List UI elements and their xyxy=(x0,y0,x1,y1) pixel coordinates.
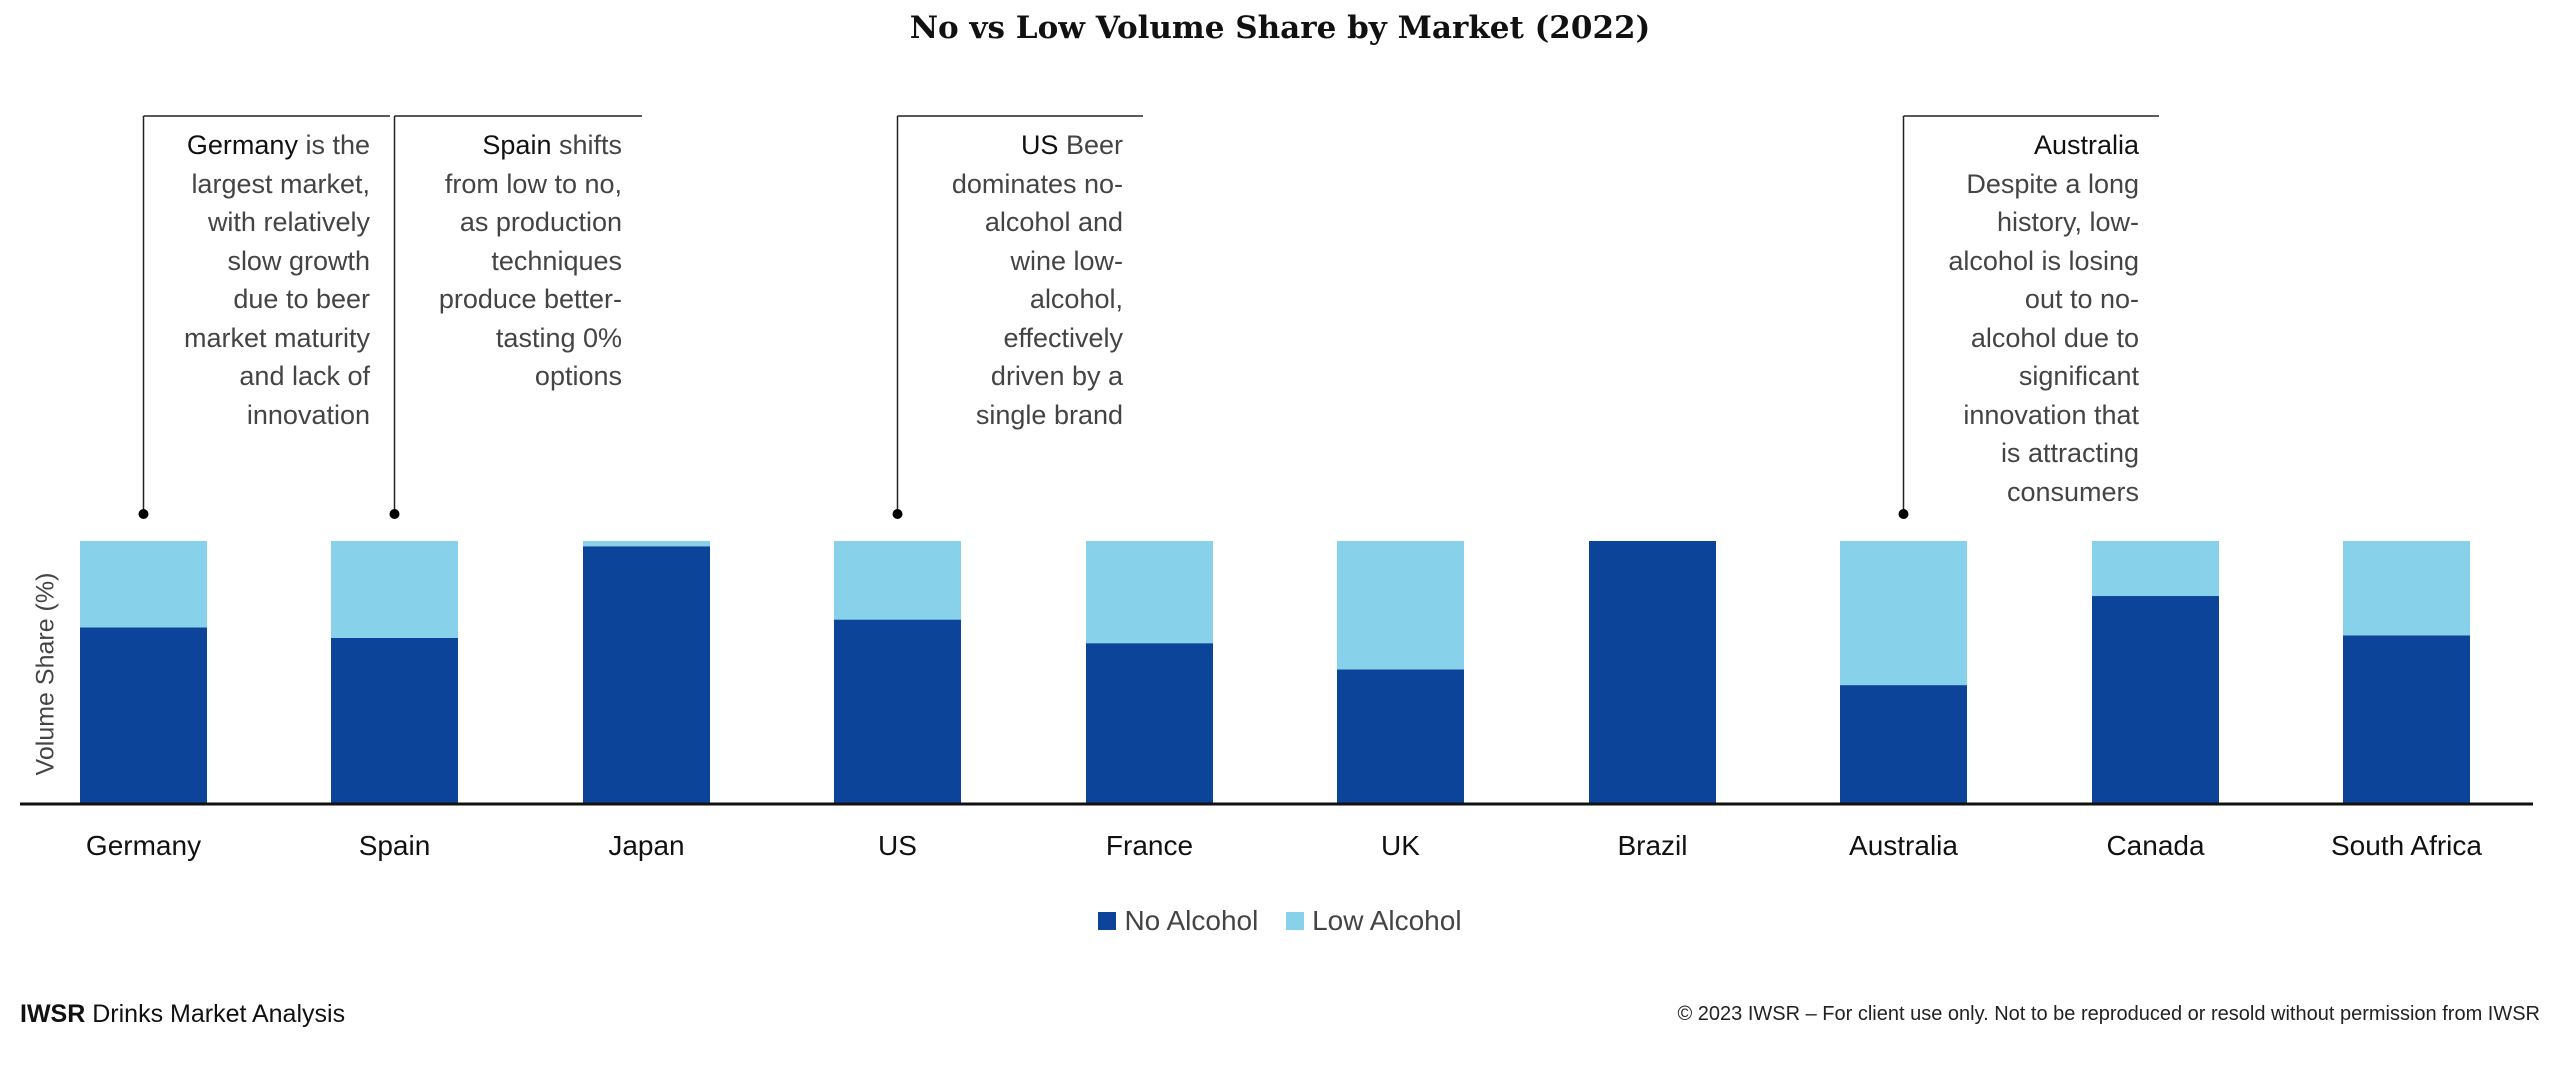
annotation-line: shifts xyxy=(551,130,622,160)
bar-no-alcohol-canada xyxy=(2092,596,2219,803)
bar-no-alcohol-spain xyxy=(331,637,458,803)
annotation-dot xyxy=(1898,509,1909,519)
bar-low-alcohol-uk xyxy=(1337,541,1464,670)
annotation-dot xyxy=(138,509,149,519)
annotation-line: and lack of xyxy=(239,361,370,391)
annotation-line: with relatively xyxy=(207,207,370,237)
x-tick-label: Germany xyxy=(86,830,201,861)
annotation-line: history, low- xyxy=(1996,207,2139,237)
annotation-line: as production xyxy=(459,207,622,237)
annotation-line: wine low- xyxy=(1010,245,1123,276)
bar-no-alcohol-france xyxy=(1086,643,1213,803)
x-tick-label: Brazil xyxy=(1617,830,1687,861)
annotation-line: single brand xyxy=(975,399,1123,430)
annotation-line: from low to no, xyxy=(444,168,622,199)
annotation-line: alcohol due to xyxy=(1970,322,2139,353)
annotation-line: is attracting xyxy=(2000,438,2139,468)
annotation-line: produce better- xyxy=(438,284,622,314)
chart-title: No vs Low Volume Share by Market (2022) xyxy=(909,10,1651,46)
bar-low-alcohol-australia xyxy=(1840,541,1967,686)
annotation-line: alcohol and xyxy=(984,207,1123,237)
legend-swatch-no-alcohol xyxy=(1098,912,1117,930)
annotation-title: Germany xyxy=(186,130,298,160)
bar-no-alcohol-australia xyxy=(1840,685,1967,803)
annotation-us: US Beer dominates no-alcohol and wine low-… xyxy=(906,126,1123,434)
legend: No Alcohol Low Alcohol xyxy=(0,905,2560,937)
annotation-line: out to no- xyxy=(2024,284,2139,314)
footer-brand: IWSR Drinks Market Analysis xyxy=(20,1000,345,1029)
annotation-line: Despite a long xyxy=(1966,168,2139,199)
x-tick-label: France xyxy=(1106,830,1193,861)
annotation-line: slow growth xyxy=(227,245,370,276)
annotation-line: market maturity xyxy=(183,322,370,353)
annotation-title: US xyxy=(1020,130,1059,160)
annotation-line: tasting 0% xyxy=(495,322,622,353)
bar-low-alcohol-canada xyxy=(2092,541,2219,597)
annotation-line: significant xyxy=(2018,361,2139,391)
bar-no-alcohol-south-africa xyxy=(2343,635,2470,803)
bar-low-alcohol-germany xyxy=(80,541,207,628)
bar-no-alcohol-japan xyxy=(583,546,710,803)
bar-low-alcohol-japan xyxy=(583,541,710,547)
annotation-line: innovation that xyxy=(1963,399,2139,430)
x-tick-label: Spain xyxy=(359,830,431,861)
bar-low-alcohol-spain xyxy=(331,541,458,638)
annotation-line: Beer xyxy=(1058,130,1123,160)
annotation-dot xyxy=(892,509,903,519)
annotation-line: is the xyxy=(297,130,370,160)
annotation-line: largest market, xyxy=(191,168,370,199)
brand-name: IWSR xyxy=(20,1000,86,1028)
annotation-line: innovation xyxy=(246,399,370,430)
bar-no-alcohol-brazil xyxy=(1589,541,1716,803)
annotation-line: techniques xyxy=(491,245,622,276)
bar-no-alcohol-germany xyxy=(80,627,207,803)
annotation-line: consumers xyxy=(2006,476,2139,507)
x-tick-label: Australia xyxy=(1849,830,1958,861)
annotation-line: driven by a xyxy=(990,361,1123,391)
annotation-title: Australia xyxy=(2033,130,2139,160)
annotation-line: alcohol, xyxy=(1029,284,1123,314)
annotation-spain: Spain shifts from low to no, as production… xyxy=(403,126,622,396)
bar-low-alcohol-south-africa xyxy=(2343,541,2470,636)
annotation-line: options xyxy=(534,361,622,391)
annotation-line: dominates no- xyxy=(951,168,1123,199)
bar-no-alcohol-uk xyxy=(1337,669,1464,803)
legend-swatch-low-alcohol xyxy=(1286,912,1305,930)
x-tick-label: UK xyxy=(1381,830,1420,861)
annotation-australia: Australia Despite a long history, low-alco… xyxy=(1912,126,2139,511)
annotation-line: alcohol is losing xyxy=(1948,245,2139,276)
annotation-dot xyxy=(389,509,400,519)
x-tick-label: US xyxy=(878,830,917,861)
footer-copyright: © 2023 IWSR – For client use only. Not t… xyxy=(1677,1003,2541,1025)
annotation-line: effectively xyxy=(1003,322,1123,353)
legend-label: No Alcohol xyxy=(1124,905,1259,936)
bar-low-alcohol-us xyxy=(834,541,961,620)
x-tick-label: Canada xyxy=(2106,830,2205,861)
x-tick-label: South Africa xyxy=(2331,830,2482,861)
annotation-germany: Germany is the largest market, with relati… xyxy=(152,126,370,434)
annotation-line: due to beer xyxy=(233,284,370,314)
legend-item-no-alcohol: No Alcohol xyxy=(1098,905,1258,937)
bar-low-alcohol-france xyxy=(1086,541,1213,644)
legend-item-low-alcohol: Low Alcohol xyxy=(1286,905,1462,937)
bar-no-alcohol-us xyxy=(834,619,961,803)
brand-suffix: Drinks Market Analysis xyxy=(85,1000,346,1028)
legend-label: Low Alcohol xyxy=(1312,905,1462,936)
annotation-title: Spain xyxy=(482,130,552,160)
x-tick-label: Japan xyxy=(608,830,684,861)
